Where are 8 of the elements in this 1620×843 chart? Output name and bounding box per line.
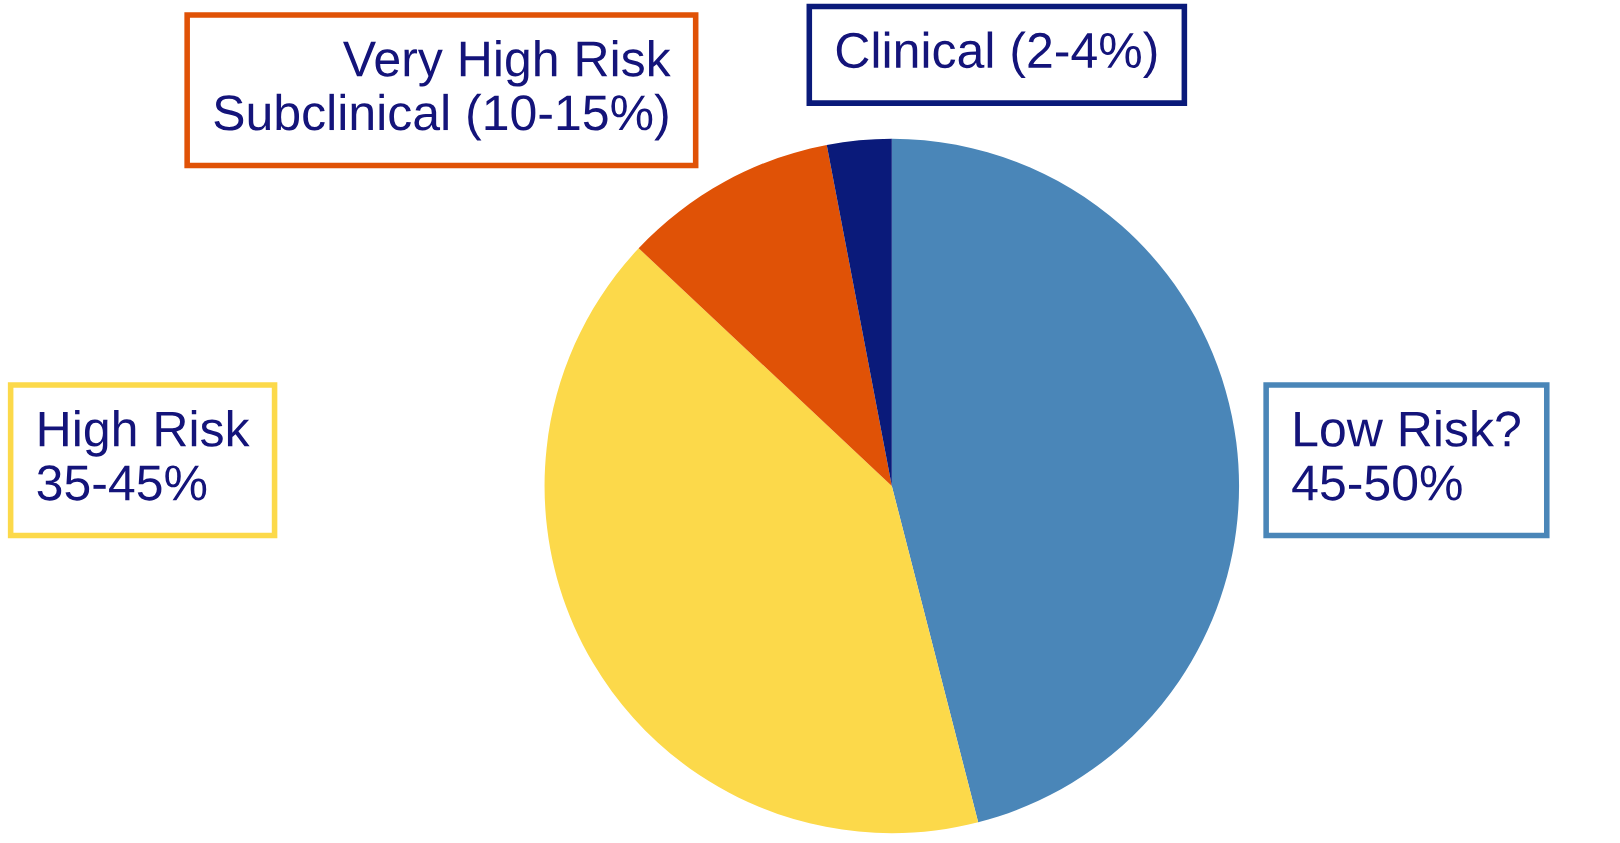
slice-label: Very High Risk Subclinical (10-15%): [214, 39, 671, 141]
slice-label: Clinical (2-4%): [836, 31, 1157, 79]
pie-slice: [544, 248, 979, 834]
pie-slice: [826, 138, 892, 486]
pie-slice: [638, 144, 892, 486]
slice-label: High Risk 35-45%: [37, 410, 250, 501]
pie-slice: [891, 138, 1240, 823]
slice-label: Low Risk? 45-50%: [1292, 410, 1520, 501]
